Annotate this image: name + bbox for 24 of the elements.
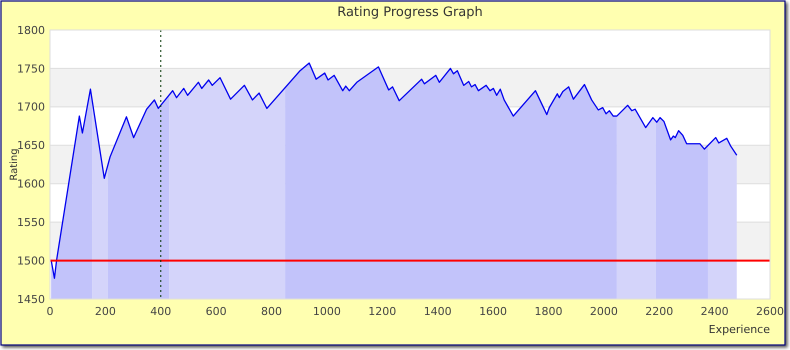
x-tick-label: 200 <box>94 305 116 318</box>
x-tick-label: 600 <box>206 305 227 318</box>
x-tick-label: 2400 <box>700 305 729 318</box>
x-axis-title: Experience <box>708 323 770 336</box>
y-tick-label: 1750 <box>17 62 45 76</box>
x-tick-label: 0 <box>46 305 54 318</box>
y-tick-label: 1550 <box>17 216 45 229</box>
y-axis-title: Rating <box>9 148 20 181</box>
x-tick-label: 1200 <box>368 305 396 318</box>
x-tick-label: 800 <box>261 305 282 318</box>
x-tick-label: 1400 <box>424 305 452 318</box>
x-tick-label: 2000 <box>590 305 618 318</box>
x-tick-label: 2600 <box>756 305 784 318</box>
x-tick-label: 1000 <box>312 305 341 318</box>
x-tick-label: 400 <box>150 305 172 318</box>
chart-title: Rating Progress Graph <box>337 5 483 20</box>
x-tick-label: 1600 <box>479 305 508 318</box>
x-tick-label: 2200 <box>645 305 674 318</box>
y-tick-label: 1800 <box>17 24 45 37</box>
y-tick-label: 1450 <box>17 292 45 306</box>
y-tick-label: 1500 <box>17 254 45 268</box>
y-tick-label: 1600 <box>17 178 45 191</box>
y-tick-label: 1700 <box>17 100 45 114</box>
x-tick-label: 1800 <box>534 305 562 318</box>
